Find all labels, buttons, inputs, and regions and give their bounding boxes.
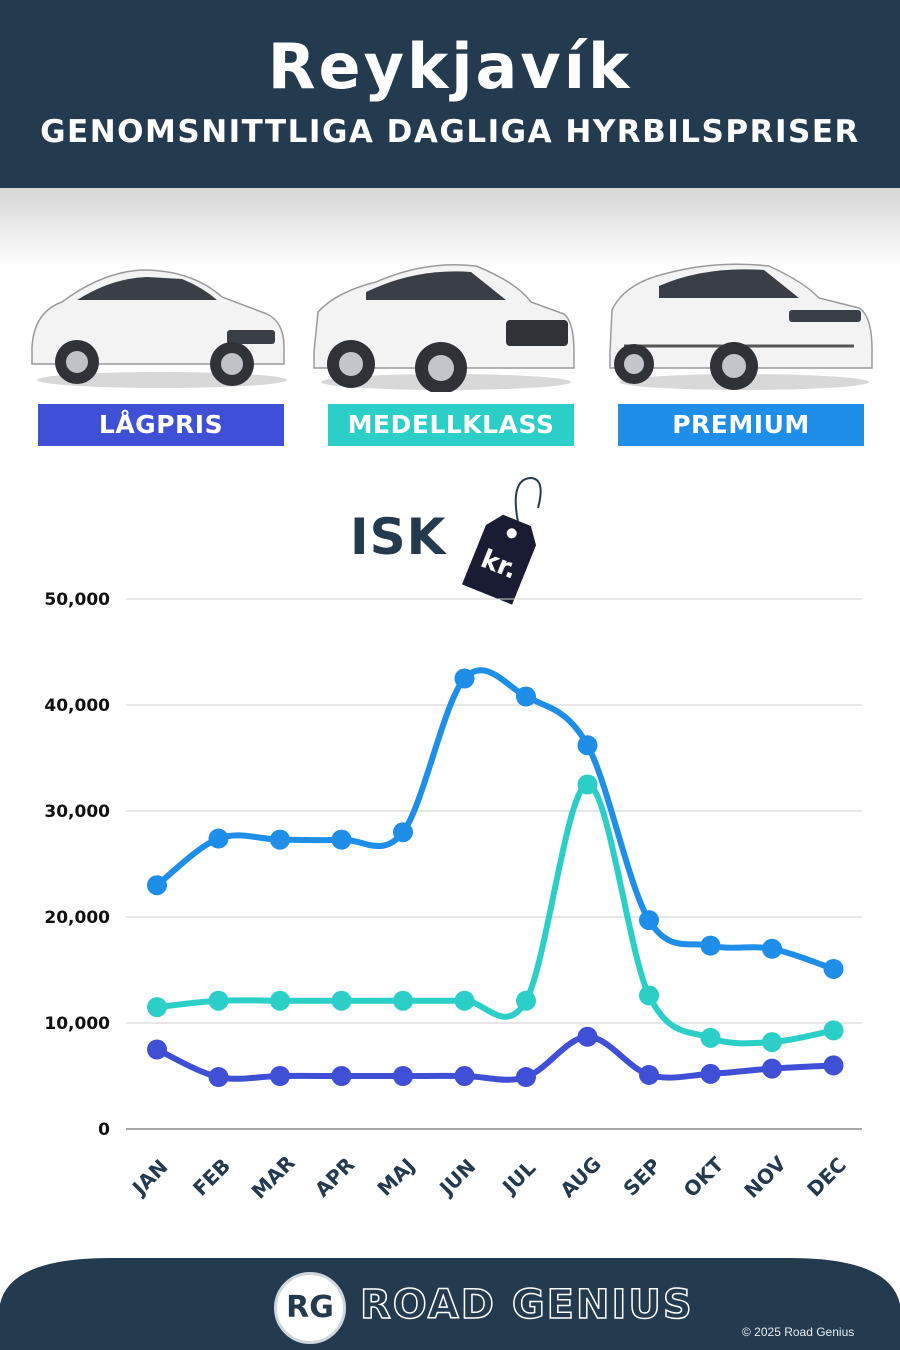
header-shadow	[0, 188, 900, 268]
currency-label: ISK	[350, 508, 447, 566]
data-point	[700, 1027, 721, 1048]
data-point	[639, 1064, 659, 1085]
data-point	[208, 828, 229, 849]
data-point	[577, 735, 598, 756]
data-point	[270, 1066, 290, 1086]
y-tick-label: 0	[98, 1120, 110, 1140]
x-tick-label: DEC	[802, 1153, 851, 1202]
x-tick-label: FEB	[188, 1154, 235, 1201]
brand-logo: RG	[274, 1272, 346, 1344]
city-title: Reykjavík	[267, 30, 633, 103]
line-chart: 0 10,000 20,000 30,000 40,000 50,000 JAN FEB MAR…	[44, 590, 862, 1204]
brand-name: ROAD GENIUS	[359, 1281, 694, 1329]
data-point	[762, 938, 782, 959]
premium-suv-icon	[604, 252, 874, 392]
data-point	[147, 1039, 167, 1060]
x-tick-label: JUN	[433, 1154, 480, 1201]
data-point	[762, 1058, 782, 1079]
data-point	[331, 990, 352, 1011]
data-point	[639, 985, 659, 1006]
data-point	[577, 1026, 598, 1047]
y-tick-label: 40,000	[44, 696, 110, 716]
y-tick-label: 10,000	[44, 1014, 110, 1034]
data-point	[516, 1067, 536, 1088]
x-tick-label: JUL	[496, 1156, 540, 1200]
x-tick-label: OKT	[679, 1152, 729, 1202]
data-point	[331, 829, 352, 850]
y-tick-label: 20,000	[44, 908, 110, 928]
data-point	[577, 774, 598, 795]
data-point	[762, 1032, 782, 1053]
copyright: © 2025 Road Genius	[742, 1325, 855, 1339]
data-point	[208, 1067, 229, 1088]
x-tick-label: MAJ	[372, 1153, 419, 1200]
price-tag-icon: kr.	[461, 476, 542, 605]
data-point	[393, 1066, 413, 1086]
data-point	[147, 997, 167, 1018]
x-tick-label: MAR	[247, 1151, 300, 1204]
y-tick-label: 50,000	[44, 590, 110, 610]
suv-car-icon	[306, 252, 576, 394]
data-point	[516, 990, 536, 1011]
data-point	[700, 1063, 721, 1084]
page-subtitle: GENOMSNITTLIGA DAGLIGA HYRBILSPRISER	[40, 114, 860, 150]
data-point	[454, 990, 475, 1011]
data-point	[700, 935, 721, 956]
y-tick-label: 30,000	[44, 802, 110, 822]
data-point	[823, 1020, 844, 1041]
data-point	[393, 990, 413, 1011]
badge-premium: PREMIUM	[618, 404, 864, 446]
x-tick-label: AUG	[555, 1152, 606, 1203]
data-point	[331, 1066, 352, 1086]
series-line-1	[154, 781, 837, 1047]
data-point	[516, 686, 536, 707]
economy-car-icon	[22, 252, 292, 392]
data-point	[823, 958, 844, 979]
data-point	[270, 829, 290, 850]
header-banner: Reykjavík GENOMSNITTLIGA DAGLIGA HYRBILS…	[0, 0, 900, 188]
data-point	[454, 1066, 475, 1086]
badge-midsize: MEDELLKLASS	[328, 404, 574, 446]
x-tick-label: JAN	[126, 1155, 172, 1201]
data-point	[147, 875, 167, 896]
data-point	[454, 668, 475, 689]
series-line-2	[154, 667, 837, 972]
data-point	[393, 822, 413, 843]
footer	[0, 1256, 900, 1350]
data-point	[639, 910, 659, 931]
x-tick-label: NOV	[739, 1151, 791, 1203]
x-tick-label: APR	[310, 1152, 359, 1201]
data-point	[270, 990, 290, 1011]
data-point	[208, 990, 229, 1011]
data-point	[823, 1055, 844, 1076]
badge-economy: LÅGPRIS	[38, 404, 284, 446]
x-tick-label: SEP	[618, 1153, 665, 1200]
